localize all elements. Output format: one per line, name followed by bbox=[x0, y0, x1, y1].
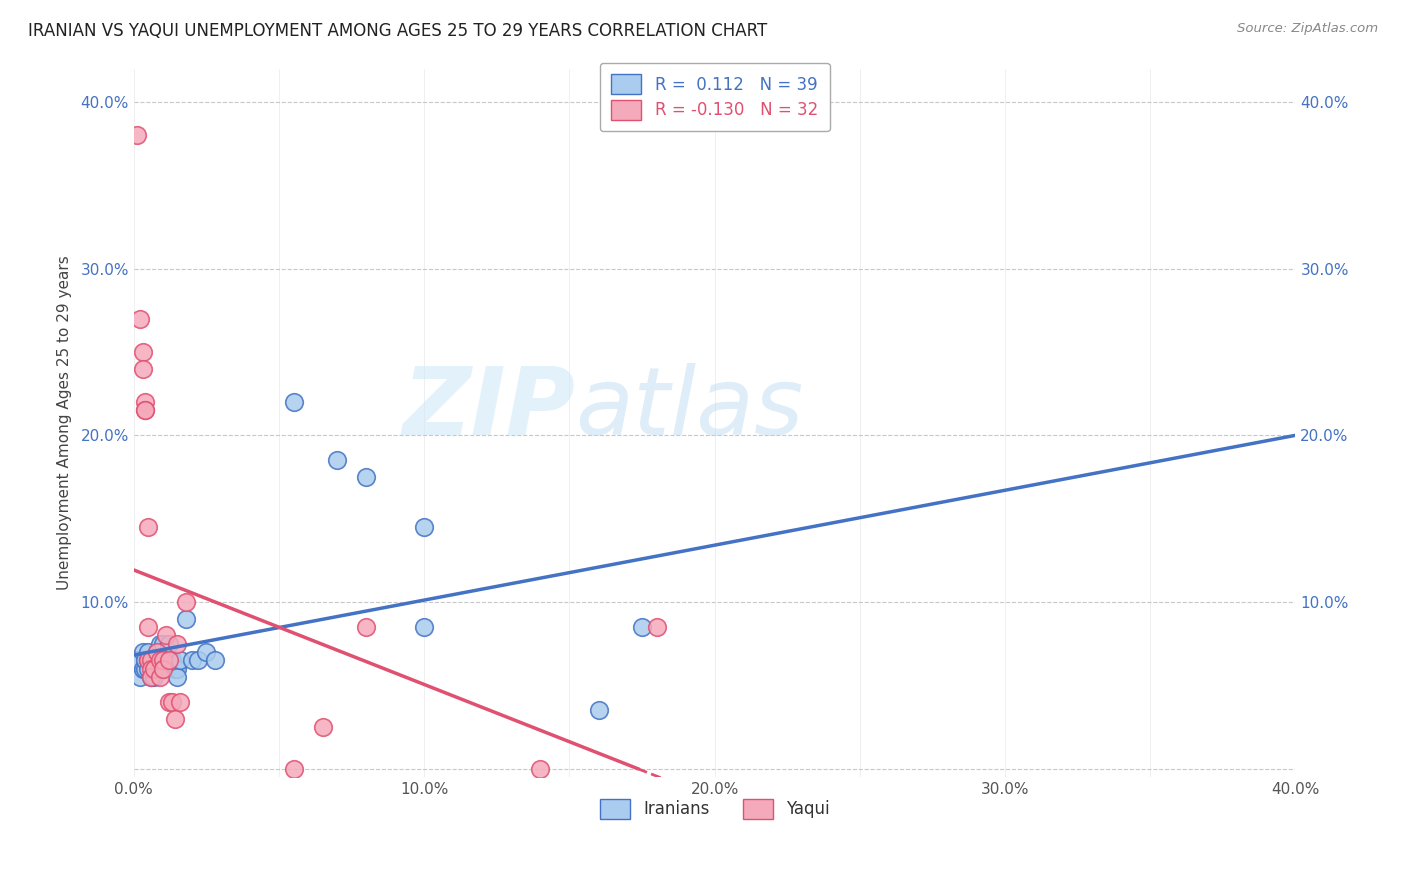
Point bbox=[149, 661, 172, 675]
Point bbox=[187, 653, 209, 667]
Text: atlas: atlas bbox=[575, 363, 803, 454]
Point bbox=[138, 661, 160, 675]
Point bbox=[128, 311, 150, 326]
Point bbox=[166, 670, 188, 684]
Point bbox=[134, 395, 156, 409]
Point bbox=[354, 620, 377, 634]
Point bbox=[588, 703, 610, 717]
Text: IRANIAN VS YAQUI UNEMPLOYMENT AMONG AGES 25 TO 29 YEARS CORRELATION CHART: IRANIAN VS YAQUI UNEMPLOYMENT AMONG AGES… bbox=[28, 22, 768, 40]
Point bbox=[169, 695, 191, 709]
Point bbox=[134, 403, 156, 417]
Point bbox=[149, 670, 172, 684]
Point bbox=[155, 661, 177, 675]
Point bbox=[169, 653, 191, 667]
Point bbox=[155, 653, 177, 667]
Point bbox=[134, 661, 156, 675]
Point bbox=[326, 453, 349, 467]
Point bbox=[152, 653, 174, 667]
Point bbox=[138, 620, 160, 634]
Point bbox=[413, 620, 436, 634]
Point bbox=[157, 636, 180, 650]
Text: Source: ZipAtlas.com: Source: ZipAtlas.com bbox=[1237, 22, 1378, 36]
Point bbox=[166, 661, 188, 675]
Point bbox=[138, 520, 160, 534]
Point bbox=[146, 653, 169, 667]
Point bbox=[529, 762, 551, 776]
Point bbox=[163, 712, 186, 726]
Point bbox=[152, 653, 174, 667]
Point bbox=[131, 661, 153, 675]
Point bbox=[149, 636, 172, 650]
Point bbox=[149, 653, 172, 667]
Point bbox=[141, 661, 163, 675]
Point bbox=[283, 762, 305, 776]
Point bbox=[160, 695, 183, 709]
Point bbox=[631, 620, 654, 634]
Point bbox=[134, 403, 156, 417]
Point bbox=[141, 670, 163, 684]
Point bbox=[157, 695, 180, 709]
Point bbox=[146, 645, 169, 659]
Legend: Iranians, Yaqui: Iranians, Yaqui bbox=[593, 793, 837, 825]
Point bbox=[141, 653, 163, 667]
Point bbox=[138, 653, 160, 667]
Point bbox=[141, 670, 163, 684]
Point bbox=[128, 670, 150, 684]
Point bbox=[143, 661, 166, 675]
Point bbox=[131, 361, 153, 376]
Point bbox=[131, 344, 153, 359]
Point bbox=[181, 653, 204, 667]
Point bbox=[645, 620, 668, 634]
Point bbox=[160, 653, 183, 667]
Point bbox=[138, 645, 160, 659]
Y-axis label: Unemployment Among Ages 25 to 29 years: Unemployment Among Ages 25 to 29 years bbox=[58, 255, 72, 591]
Text: ZIP: ZIP bbox=[402, 362, 575, 455]
Point bbox=[131, 645, 153, 659]
Point bbox=[311, 720, 333, 734]
Point bbox=[143, 653, 166, 667]
Point bbox=[174, 611, 197, 625]
Point bbox=[283, 395, 305, 409]
Point bbox=[138, 653, 160, 667]
Point bbox=[413, 520, 436, 534]
Point bbox=[152, 636, 174, 650]
Point bbox=[143, 670, 166, 684]
Point bbox=[195, 645, 218, 659]
Point bbox=[155, 628, 177, 642]
Point bbox=[134, 653, 156, 667]
Point bbox=[166, 636, 188, 650]
Point bbox=[152, 661, 174, 675]
Point bbox=[174, 595, 197, 609]
Point bbox=[354, 470, 377, 484]
Point bbox=[141, 653, 163, 667]
Point bbox=[146, 645, 169, 659]
Point bbox=[163, 661, 186, 675]
Point bbox=[125, 653, 148, 667]
Point bbox=[125, 128, 148, 143]
Point bbox=[204, 653, 226, 667]
Point bbox=[157, 653, 180, 667]
